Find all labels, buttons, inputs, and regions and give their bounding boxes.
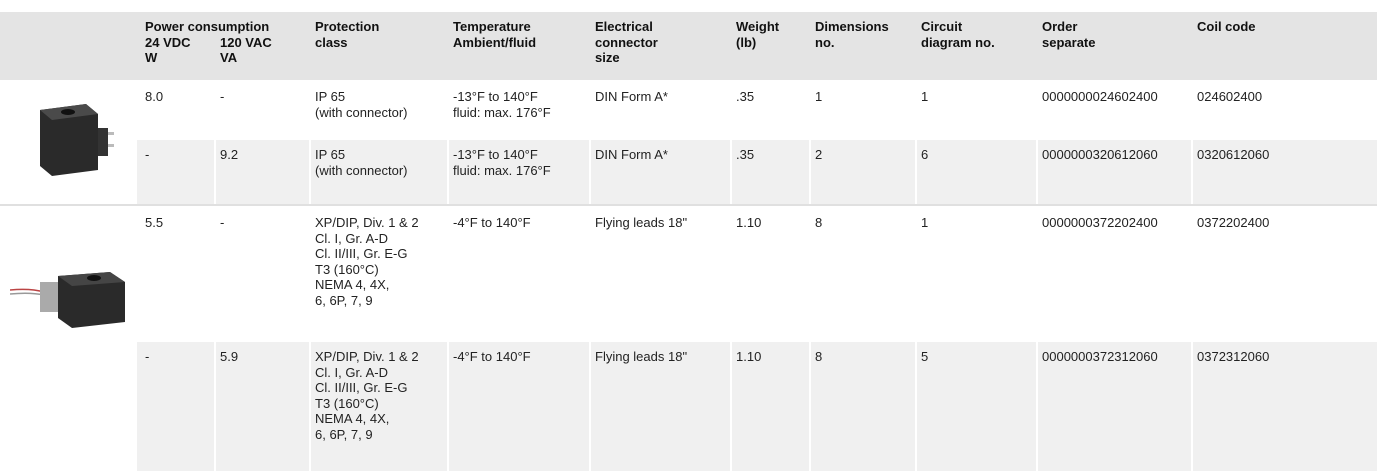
table-cell: 1.10 [736, 215, 761, 231]
table-cell: 1 [815, 89, 822, 105]
table-cell: - [220, 89, 224, 105]
table-cell: .35 [736, 147, 754, 163]
table-cell: 0000000024602400 [1042, 89, 1158, 105]
header-cell: Electrical connector size [595, 19, 658, 66]
table-cell: 5.9 [220, 349, 238, 365]
header-cell: 120 VAC [220, 35, 272, 51]
header-cell: Circuit diagram no. [921, 19, 995, 50]
table-cell: 8 [815, 215, 822, 231]
table-cell: 5 [921, 349, 928, 365]
header-cell: VA [220, 50, 237, 66]
table-cell: IP 65 (with connector) [315, 89, 407, 120]
column-separator [589, 82, 591, 471]
table-cell: -13°F to 140°F fluid: max. 176°F [453, 89, 551, 120]
table-cell: 0000000372202400 [1042, 215, 1158, 231]
table-cell: 0372312060 [1197, 349, 1269, 365]
table-cell: 0000000372312060 [1042, 349, 1158, 365]
table-cell: -4°F to 140°F [453, 349, 531, 365]
column-separator [1036, 82, 1038, 471]
table-cell: 0372202400 [1197, 215, 1269, 231]
table-cell: Flying leads 18" [595, 215, 687, 231]
table-cell: 2 [815, 147, 822, 163]
table-cell: 5.5 [145, 215, 163, 231]
table-cell: 8 [815, 349, 822, 365]
table-cell: -4°F to 140°F [453, 215, 531, 231]
header-cell: Temperature Ambient/fluid [453, 19, 536, 50]
column-separator [915, 82, 917, 471]
coil-image [28, 92, 128, 182]
header-cell: Dimensions no. [815, 19, 889, 50]
header-cell: Protection class [315, 19, 379, 50]
table-cell: - [220, 215, 224, 231]
table-cell: 024602400 [1197, 89, 1262, 105]
column-separator [1191, 82, 1193, 471]
table-cell: 9.2 [220, 147, 238, 163]
spec-table: Power consumption24 VDCW 120 VACVA Protect… [0, 0, 1377, 471]
table-cell: 6 [921, 147, 928, 163]
table-cell: 1 [921, 215, 928, 231]
table-cell: 0320612060 [1197, 147, 1269, 163]
table-cell: - [145, 349, 149, 365]
column-separator [309, 82, 311, 471]
table-cell: Flying leads 18" [595, 349, 687, 365]
table-cell: DIN Form A* [595, 147, 668, 163]
table-cell: 0000000320612060 [1042, 147, 1158, 163]
table-cell: - [145, 147, 149, 163]
table-cell: XP/DIP, Div. 1 & 2 Cl. I, Gr. A-D Cl. II… [315, 215, 419, 308]
header-cell: Order separate [1042, 19, 1095, 50]
table-cell: IP 65 (with connector) [315, 147, 407, 178]
table-cell: 1 [921, 89, 928, 105]
table-cell: DIN Form A* [595, 89, 668, 105]
header-cell: Coil code [1197, 19, 1256, 35]
header-cell: W [145, 50, 157, 66]
table-cell: .35 [736, 89, 754, 105]
header-cell: Power consumption [145, 19, 269, 35]
header-cell: Weight (lb) [736, 19, 779, 50]
coil-image [10, 262, 135, 347]
column-separator [447, 82, 449, 471]
column-separator [809, 82, 811, 471]
row-separator [0, 204, 1377, 206]
table-cell: 1.10 [736, 349, 761, 365]
table-cell: -13°F to 140°F fluid: max. 176°F [453, 147, 551, 178]
table-cell: XP/DIP, Div. 1 & 2 Cl. I, Gr. A-D Cl. II… [315, 349, 419, 442]
column-separator [214, 82, 216, 471]
table-cell: 8.0 [145, 89, 163, 105]
column-separator [730, 82, 732, 471]
header-cell: 24 VDC [145, 35, 191, 51]
